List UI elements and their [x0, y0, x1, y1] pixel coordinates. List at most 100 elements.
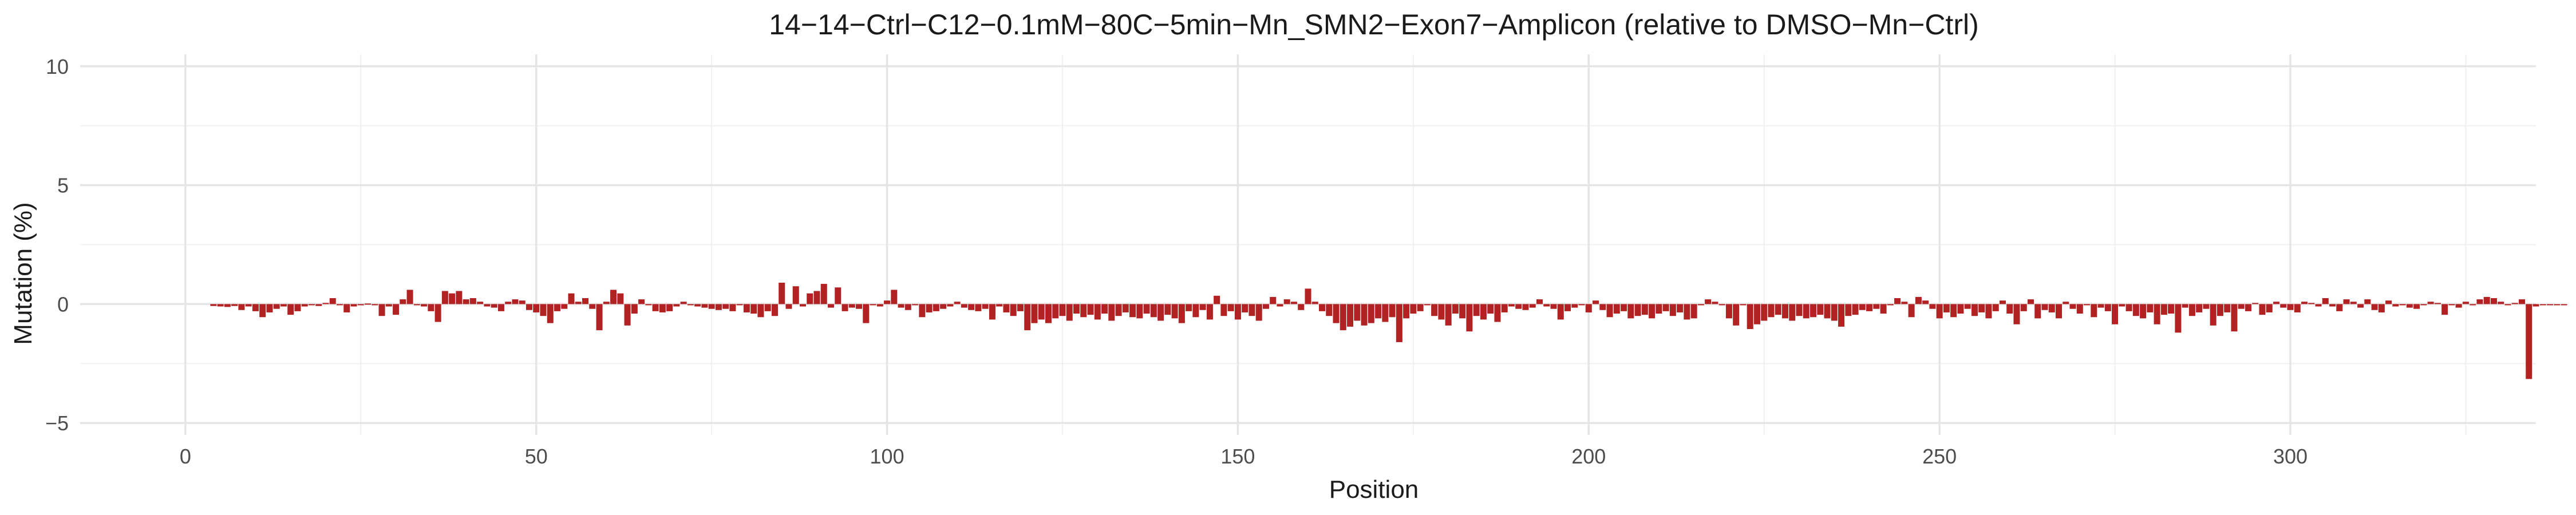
bar — [273, 304, 280, 309]
bar — [2182, 304, 2188, 308]
bar — [2119, 304, 2125, 307]
y-tick-label: 5 — [57, 174, 69, 197]
bar — [2154, 304, 2160, 324]
bar — [1985, 304, 1992, 319]
bar — [1059, 304, 1066, 316]
x-tick-label: 250 — [1922, 445, 1957, 468]
bar — [940, 304, 947, 309]
bar — [807, 293, 813, 304]
bar — [1971, 304, 1978, 316]
bar — [919, 304, 926, 318]
x-axis-tick-labels: 0 50 100 150 200 250 300 — [180, 445, 2308, 468]
bar — [477, 302, 484, 304]
bar — [1333, 304, 1340, 323]
bar — [1957, 304, 1964, 314]
bar — [2160, 304, 2167, 315]
bar — [1873, 304, 1880, 309]
bar — [343, 304, 350, 312]
bar — [2252, 303, 2259, 304]
bar — [1255, 304, 1262, 321]
bar — [1283, 299, 1290, 304]
bar — [1115, 304, 1122, 316]
bar — [1634, 304, 1641, 316]
bar — [680, 302, 687, 304]
bar — [2470, 304, 2476, 306]
bar — [1613, 304, 1620, 314]
bar — [933, 304, 939, 311]
bar — [393, 304, 400, 315]
bar — [2084, 304, 2091, 306]
bar — [729, 304, 736, 311]
bar — [336, 304, 343, 306]
bar — [1206, 304, 1213, 320]
bar — [1571, 304, 1578, 308]
bar — [2462, 302, 2469, 304]
bar — [715, 304, 722, 310]
bar — [722, 304, 729, 309]
bar — [1368, 304, 1374, 323]
bar — [2245, 304, 2251, 311]
bar — [841, 304, 848, 311]
bar — [301, 304, 308, 307]
bar — [2554, 304, 2561, 306]
bar — [2168, 304, 2175, 314]
bar — [1262, 304, 1269, 309]
bar — [652, 304, 659, 311]
bar — [2483, 296, 2490, 304]
bar — [2427, 302, 2434, 304]
bar — [2336, 304, 2343, 311]
bar — [1466, 304, 1473, 332]
bar — [1936, 304, 1943, 319]
bar — [1038, 304, 1045, 320]
bar — [1880, 304, 1887, 314]
bar — [2034, 304, 2041, 319]
bar — [961, 304, 967, 308]
x-axis-title: Position — [1329, 476, 1419, 504]
bar — [2343, 299, 2350, 304]
bar — [1129, 304, 1136, 318]
y-axis-tick-labels: −5 0 5 10 — [45, 55, 69, 435]
bar — [280, 304, 287, 307]
bar — [954, 302, 961, 304]
bar — [441, 291, 448, 304]
bar — [2490, 298, 2497, 304]
bar — [2539, 304, 2546, 306]
x-tick-label: 200 — [1571, 445, 1606, 468]
bar — [610, 290, 617, 304]
bar — [469, 298, 476, 304]
bar — [294, 304, 301, 311]
bar — [708, 304, 715, 309]
bar — [2329, 304, 2336, 307]
bar — [2308, 303, 2315, 304]
bar — [1515, 304, 1522, 309]
bar — [631, 304, 638, 314]
bar — [1473, 304, 1480, 316]
bar — [1866, 304, 1873, 311]
bar — [785, 304, 792, 309]
bar — [835, 287, 841, 304]
bar — [497, 304, 504, 311]
bar — [2020, 304, 2027, 311]
bar — [1199, 304, 1206, 310]
bar — [434, 304, 441, 322]
bar — [1375, 304, 1382, 319]
bar — [757, 304, 764, 318]
x-tick-label: 50 — [525, 445, 548, 468]
bar — [2420, 304, 2427, 306]
bar — [1024, 304, 1031, 331]
bar — [1354, 304, 1361, 321]
bar — [2196, 304, 2203, 312]
bar — [2532, 304, 2539, 307]
bar — [1171, 304, 1178, 319]
bar — [1066, 304, 1073, 321]
bar — [1781, 304, 1789, 319]
bar — [1999, 300, 2006, 304]
bar — [2399, 304, 2406, 306]
bar — [1122, 304, 1129, 312]
bar — [645, 304, 652, 306]
bar — [2076, 304, 2083, 314]
bar — [1396, 304, 1402, 342]
bar — [561, 304, 568, 309]
bar — [1718, 304, 1725, 306]
bar — [1852, 304, 1859, 315]
